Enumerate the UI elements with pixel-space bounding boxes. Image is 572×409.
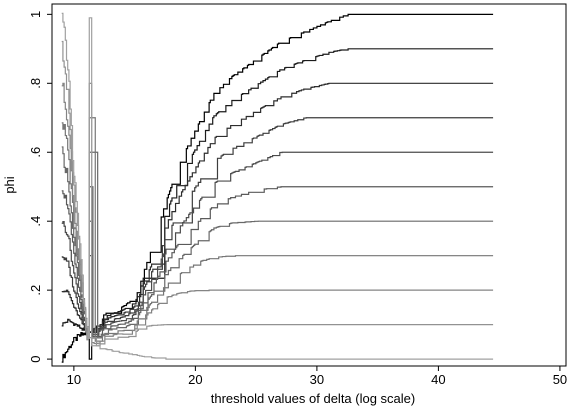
y-axis: 0 .2 .4 .6 .8 1 [28, 11, 52, 363]
series-line [61, 117, 494, 342]
x-tick-label: 30 [310, 372, 324, 387]
y-tick-label: 1 [28, 11, 43, 18]
x-axis: 10 20 30 40 50 [67, 366, 567, 387]
y-tick-label: 0 [28, 355, 43, 362]
x-tick-label: 20 [188, 372, 202, 387]
series-line [61, 82, 494, 334]
series-line [61, 48, 494, 335]
series-layer [61, 12, 494, 363]
series-line [61, 12, 494, 360]
series-line [61, 40, 494, 347]
series-line [61, 82, 494, 345]
series-line [61, 186, 494, 339]
y-tick-label: .2 [28, 285, 43, 296]
y-tick-label: .8 [28, 78, 43, 89]
series-line [61, 146, 494, 339]
y-tick-label: .6 [28, 147, 43, 158]
plot-frame [51, 3, 567, 367]
series-line [61, 13, 494, 363]
series-line [61, 117, 494, 335]
x-tick-label: 40 [431, 372, 445, 387]
x-axis-label: threshold values of delta (log scale) [211, 391, 416, 406]
y-axis-label: phi [2, 176, 17, 193]
series-line [61, 151, 494, 337]
y-tick-label: .4 [28, 216, 43, 227]
x-tick-label: 10 [67, 372, 81, 387]
x-tick-label: 50 [553, 372, 567, 387]
